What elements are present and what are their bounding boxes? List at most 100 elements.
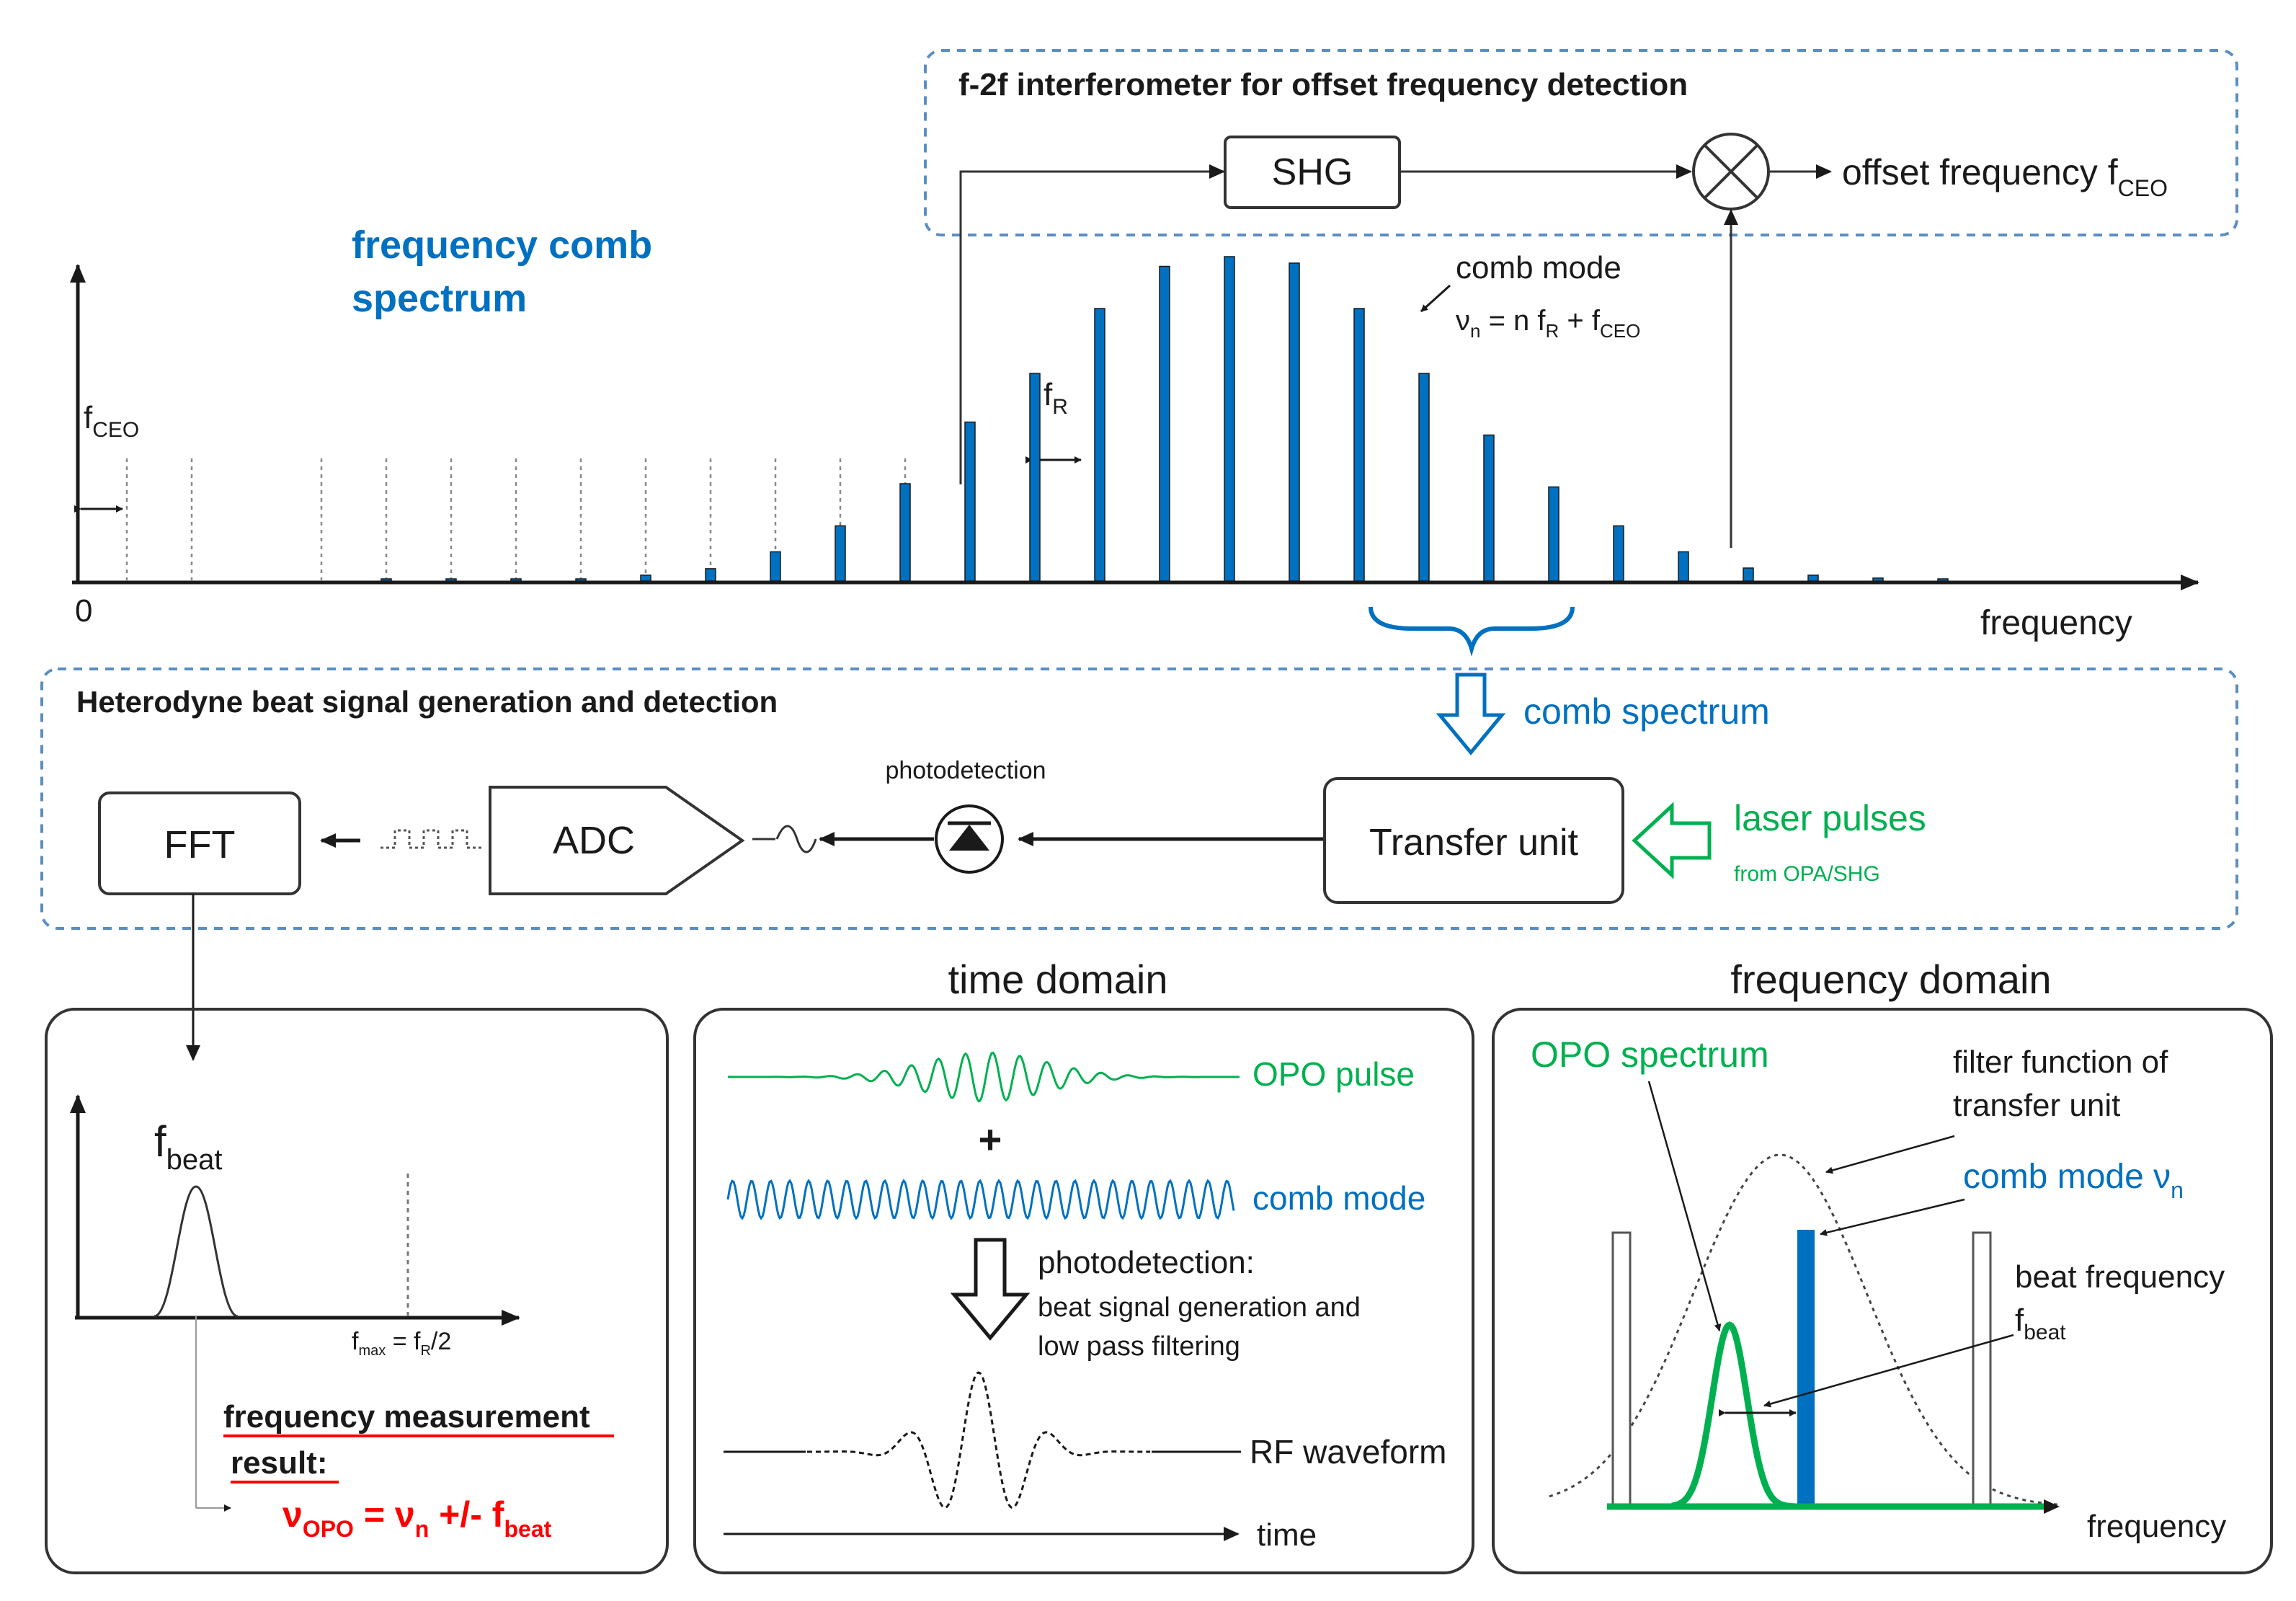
comb-line-bar (705, 568, 716, 582)
f2f-interferometer-box: f-2f interferometer for offset frequency… (924, 49, 2238, 548)
fr-label: fR (1044, 377, 1068, 419)
freq-comb-mode-label: comb mode νn (1963, 1158, 2184, 1203)
comb-mode-vn-bar (1797, 1230, 1815, 1508)
comb-line-bar (770, 551, 781, 582)
freq-axis-label: frequency (2087, 1509, 2226, 1544)
comb-line-bar (1353, 308, 1365, 582)
time-comb-mode-label: comb mode (1252, 1179, 1425, 1217)
comb-spectrum-label: comb spectrum (1523, 691, 1770, 732)
pd-line1: beat signal generation and (1038, 1292, 1361, 1323)
comb-line-bar (1678, 551, 1689, 582)
pd-line2: low pass filtering (1038, 1331, 1240, 1362)
rf-waveform-label: RF waveform (1250, 1433, 1446, 1471)
comb-line-bar (445, 578, 457, 582)
mixer-cross-circle-icon (1692, 133, 1770, 210)
time-domain-panel: time domain OPO pulse + comb mode photod… (693, 957, 1474, 1574)
comb-line-bar (1872, 577, 1884, 582)
comb-line-bar (1224, 256, 1235, 582)
laser-input-arrow (1632, 802, 1712, 879)
comb-line-bar (835, 525, 846, 582)
comb-line-bar (510, 578, 522, 582)
pd-title: photodetection: (1038, 1245, 1255, 1280)
fmax-label: fmax = fR/2 (352, 1328, 451, 1359)
laser-source-label: from OPA/SHG (1734, 862, 1880, 886)
opo-pulse-label: OPO pulse (1252, 1055, 1415, 1093)
spectrum-zero: 0 (75, 593, 92, 629)
adc-box (489, 786, 745, 895)
comb-line-bar (1613, 525, 1624, 582)
beat-fbeat-label: fbeat (2015, 1303, 2066, 1344)
result-line2: result: (231, 1445, 327, 1481)
comb-down-arrow (1436, 673, 1506, 755)
photodiode-icon (935, 804, 1004, 874)
opo-spectrum-curve (1671, 1321, 1795, 1510)
adc-label: ADC (553, 819, 635, 862)
filter-line1: filter function of (1953, 1045, 2168, 1080)
heterodyne-title: Heterodyne beat signal generation and de… (76, 685, 778, 719)
transfer-unit-box (1323, 777, 1624, 904)
shg-box (1224, 136, 1401, 209)
offset-frequency-label: offset frequency fCEO (1842, 152, 2168, 201)
result-line1: frequency measurement (223, 1399, 590, 1434)
heterodyne-box: Heterodyne beat signal generation and de… (40, 668, 2238, 1061)
comb-line-bar (964, 421, 976, 582)
plus-sign: + (979, 1117, 1002, 1162)
comb-mode-label: comb mode (1456, 250, 1621, 285)
comb-line-bar (1548, 486, 1559, 582)
comb-mode-formula: νn = n fR + fCEO (1456, 305, 1640, 342)
sine-wave-icon (775, 825, 817, 853)
comb-line-bar (1807, 575, 1819, 582)
result-formula: νOPO = νn +/- fbeat (282, 1494, 552, 1542)
comb-spectrum-plot: frequency comb spectrum 0 frequency fCEO… (70, 223, 2199, 657)
comb-mode-pointer (1420, 284, 1451, 313)
fbeat-peak (153, 1185, 239, 1318)
rf-waveform (807, 1371, 1150, 1509)
spectrum-title-line1: frequency comb (352, 223, 652, 267)
opo-pulse-wave (728, 1051, 1240, 1103)
fft-result-panel: fbeat fmax = fR/2 frequency measurement … (45, 1008, 669, 1574)
f2f-title: f-2f interferometer for offset frequency… (958, 67, 1688, 102)
comb-line-bar (1029, 373, 1041, 582)
comb-mode-outline-right (1972, 1231, 1992, 1508)
laser-pulses-label: laser pulses (1734, 798, 1926, 838)
comb-mode-wave (726, 1179, 1235, 1220)
beat-frequency-pointer (1763, 1334, 2014, 1408)
freq-domain-title: frequency domain (1730, 957, 2051, 1002)
shg-label: SHG (1272, 151, 1353, 193)
comb-line-bar (1418, 373, 1430, 582)
comb-line-bar (1289, 262, 1300, 582)
transfer-unit-label: Transfer unit (1369, 822, 1579, 864)
time-axis-label: time (1257, 1517, 1317, 1553)
comb-line-bar (1094, 308, 1105, 582)
comb-line-bar (1937, 578, 1949, 582)
spectrum-x-label: frequency (1980, 604, 2132, 642)
comb-line-bar (1159, 265, 1170, 582)
comb-line-bar (575, 578, 587, 582)
comb-line-bar (381, 578, 392, 582)
beat-frequency-label: beat frequency (2015, 1259, 2225, 1295)
photodetection-label: photodetection (885, 757, 1046, 784)
comb-line-bar (1483, 434, 1495, 582)
opo-spectrum-pointer (1647, 1081, 1722, 1331)
comb-mode-outline-left (1611, 1231, 1632, 1508)
comb-line-bar (899, 483, 911, 582)
comb-line-bar (1743, 567, 1754, 582)
spectrum-title-line2: spectrum (352, 277, 527, 320)
comb-line-bar (640, 575, 651, 582)
time-domain-title: time domain (948, 957, 1167, 1002)
square-wave-icon (381, 829, 481, 849)
comb-mode-vn-pointer (1820, 1198, 1965, 1236)
filter-pointer (1825, 1135, 1955, 1174)
comb-spectrum-brace (1369, 606, 1575, 657)
comb-lines-group (125, 256, 1949, 582)
filter-line2: transfer unit (1953, 1088, 2120, 1123)
opo-spectrum-label: OPO spectrum (1531, 1034, 1769, 1075)
fceo-label: fCEO (84, 400, 139, 442)
fft-label: FFT (164, 823, 236, 866)
f2f-input-path (959, 164, 1225, 484)
fbeat-label: fbeat (154, 1117, 223, 1176)
fft-box (98, 791, 301, 895)
photodetection-down-arrow (950, 1238, 1031, 1341)
frequency-domain-panel: frequency domain frequency OPO spectrum … (1492, 957, 2273, 1574)
